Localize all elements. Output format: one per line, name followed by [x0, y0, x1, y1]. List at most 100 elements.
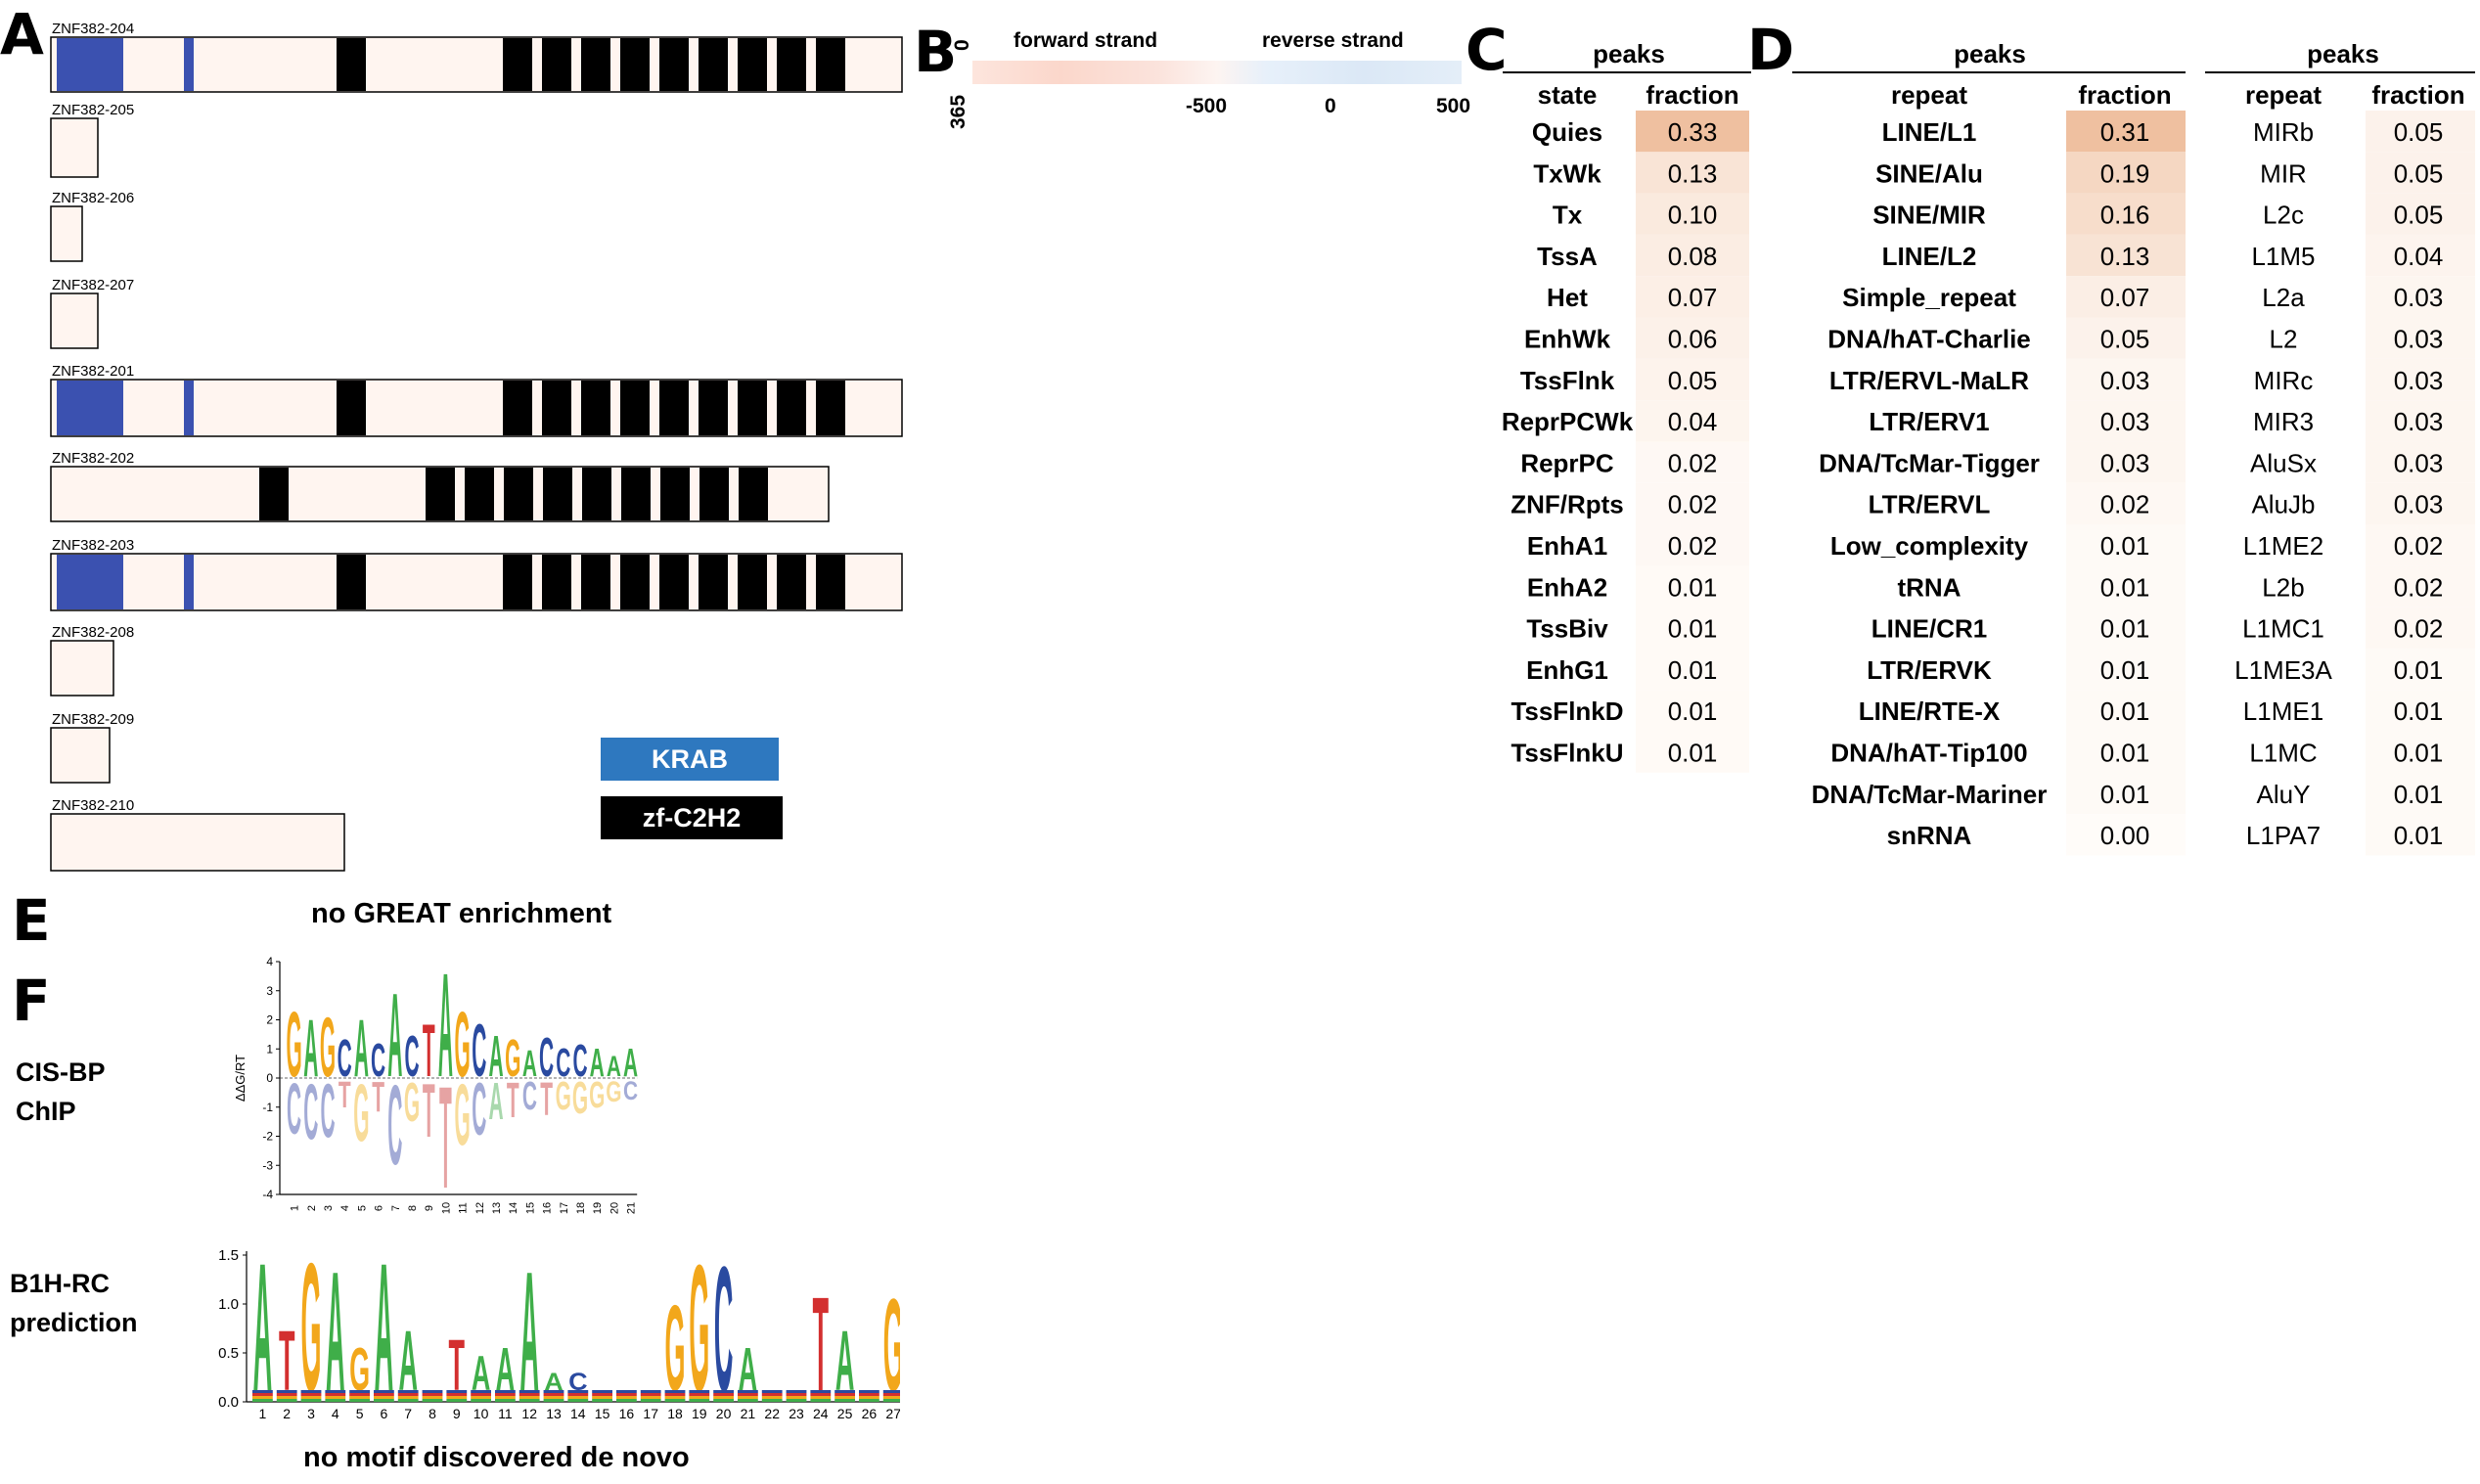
- chromatin-state-table: peaks state fraction Quies 0.33 TxWk 0.13 Tx 0.1…: [1502, 39, 1751, 773]
- isoform-body: [50, 117, 99, 178]
- col-fraction: fraction: [1646, 80, 1738, 110]
- cisbp-label-line1: CIS-BP: [16, 1057, 106, 1087]
- y-tick-label: -4: [262, 1188, 273, 1201]
- logo-letter: A: [472, 1347, 490, 1401]
- logo-letter-bottom: C: [522, 1074, 537, 1118]
- logo-letter-bottom: C: [472, 1068, 486, 1151]
- fraction-value: 0.01: [2394, 739, 2444, 768]
- baseline-residue: [786, 1399, 807, 1402]
- x-tick-label: 10: [473, 1406, 489, 1421]
- repeat-label: LTR/ERVK: [1867, 655, 1992, 685]
- isoform-body: [50, 205, 83, 262]
- y-tick-label: 1.0: [218, 1296, 239, 1313]
- fraction-cell: [2066, 152, 2186, 194]
- reverse-strand-label: reverse strand: [1262, 29, 1404, 52]
- baseline-residue: [761, 1399, 783, 1402]
- baseline-residue: [300, 1396, 322, 1399]
- repeat-label: Low_complexity: [1830, 531, 2029, 561]
- zf-c2h2-domain: [337, 381, 366, 435]
- fraction-value: 0.01: [2100, 531, 2150, 561]
- fraction-value: 0.01: [2100, 739, 2150, 768]
- krab-domain: [57, 38, 123, 91]
- zf-c2h2-domain: [620, 555, 650, 609]
- zf-c2h2-domain: [465, 468, 494, 520]
- logo-letter-bottom: T: [540, 1072, 553, 1126]
- baseline-residue: [495, 1396, 516, 1399]
- fraction-cell: [2366, 648, 2475, 691]
- isoform-ZNF382-202: ZNF382-202: [50, 450, 830, 522]
- col-state: state: [1538, 80, 1598, 110]
- isoform-body: [50, 292, 99, 349]
- zf-c2h2-domain: [659, 381, 689, 435]
- fraction-value: 0.05: [2100, 325, 2150, 354]
- baseline-residue: [349, 1390, 370, 1393]
- logo-letter: A: [496, 1337, 515, 1405]
- baseline-residue: [276, 1399, 297, 1402]
- x-tick-label: 19: [692, 1406, 707, 1421]
- baseline-residue: [834, 1393, 855, 1396]
- baseline-residue: [471, 1399, 491, 1402]
- logo-letter-bottom: C: [320, 1068, 335, 1153]
- baseline-residue: [374, 1399, 394, 1402]
- legend-zf-c2h2: zf-C2H2: [601, 796, 783, 839]
- isoform-ZNF382-208: ZNF382-208: [50, 624, 134, 697]
- fraction-cell: [2066, 193, 2186, 235]
- zf-c2h2-domain: [503, 38, 532, 91]
- krab-domain: [57, 381, 123, 435]
- peaks-header-right: peaks: [2307, 39, 2379, 68]
- x-tick-label: 21: [626, 1202, 638, 1214]
- fraction-value: 0.01: [1668, 697, 1718, 726]
- logo-letter-top: C: [472, 1010, 486, 1093]
- fraction-cell: [2066, 317, 2186, 359]
- b1h-label-line2: prediction: [10, 1308, 138, 1337]
- x-tick-label: 5: [356, 1205, 368, 1211]
- fraction-cell: [2066, 565, 2186, 607]
- zf-c2h2-domain: [699, 555, 728, 609]
- b1h-label: B1H-RC prediction: [10, 1264, 138, 1342]
- x-tick-label: 8: [428, 1406, 436, 1421]
- zf-c2h2-domain: [504, 468, 533, 520]
- fraction-cell: [1636, 524, 1749, 566]
- logo-letter-bottom: C: [303, 1066, 318, 1156]
- baseline-residue: [761, 1390, 783, 1393]
- fraction-value: 0.01: [2100, 780, 2150, 809]
- baseline-residue: [616, 1390, 637, 1393]
- fraction-cell: [1636, 731, 1749, 773]
- baseline-residue: [859, 1393, 879, 1396]
- fraction-cell: [1636, 152, 1749, 194]
- state-label: EnhA1: [1527, 531, 1607, 561]
- baseline-residue: [859, 1390, 879, 1393]
- logo-letter-bottom: G: [589, 1075, 605, 1116]
- x-tick-label: 26: [862, 1406, 878, 1421]
- y-tick-0: 0: [951, 39, 973, 51]
- x-tick-label: 23: [789, 1406, 804, 1421]
- fraction-cell: [1636, 648, 1749, 691]
- fraction-cell: [2366, 690, 2475, 732]
- x-tick-label: 21: [741, 1406, 756, 1421]
- fraction-value: 0.01: [2394, 697, 2444, 726]
- isoform-label: ZNF382-209: [52, 711, 134, 728]
- x-tick-label: 15: [524, 1202, 536, 1214]
- repeat-label: LTR/ERVL-MaLR: [1829, 366, 2029, 395]
- fraction-cell: [1636, 358, 1749, 401]
- fraction-cell: [2066, 441, 2186, 483]
- y-tick-label: 2: [266, 1013, 273, 1027]
- baseline-residue: [738, 1390, 758, 1393]
- x-tick-label: 27: [885, 1406, 900, 1421]
- state-label: TssA: [1537, 242, 1598, 271]
- logo-letter-top: C: [371, 1033, 385, 1087]
- logo-letter-bottom: G: [454, 1065, 470, 1164]
- isoform-body: [50, 813, 345, 872]
- b1h-motif-logo: 1.51.00.50.01 2 3 4 5 6 7 8 9 10 11 12 13 14 15 16 17 18 1…: [218, 1237, 900, 1430]
- repeat-label: MIRb: [2253, 117, 2314, 147]
- baseline-residue: [592, 1393, 612, 1396]
- repeat-label: DNA/TcMar-Tigger: [1819, 448, 2040, 477]
- fraction-cell: [1636, 441, 1749, 483]
- fraction-value: 0.08: [1668, 242, 1718, 271]
- baseline-residue: [567, 1396, 589, 1399]
- fraction-cell: [2066, 607, 2186, 649]
- x-tick-label: 11: [458, 1202, 470, 1213]
- baseline-residue: [300, 1399, 322, 1402]
- baseline-residue: [689, 1396, 710, 1399]
